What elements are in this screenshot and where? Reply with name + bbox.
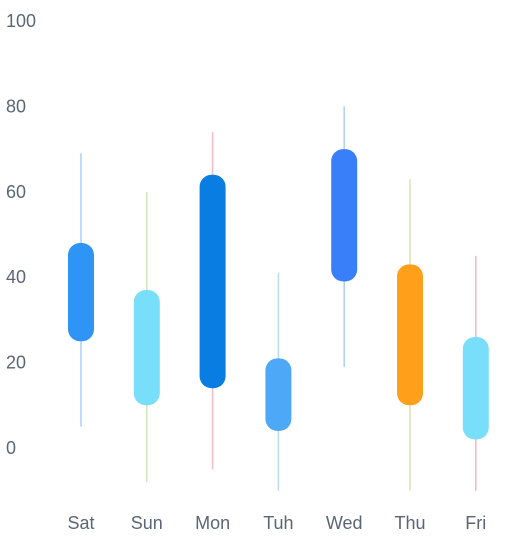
- x-tick-label: Thu: [394, 513, 425, 533]
- x-tick-label: Wed: [326, 513, 363, 533]
- candle-body: [462, 336, 489, 440]
- candle-body: [199, 174, 226, 389]
- x-tick-label: Sat: [67, 513, 94, 533]
- y-axis-labels: 0 20 40 60 80 100: [6, 11, 36, 458]
- y-tick-label: 60: [6, 182, 26, 202]
- x-axis-labels: Sat Sun Mon Tuh Wed Thu Fri: [67, 513, 486, 533]
- x-tick-label: Fri: [465, 513, 486, 533]
- candle-body: [265, 358, 292, 431]
- y-tick-label: 100: [6, 11, 36, 31]
- y-tick-label: 80: [6, 96, 26, 116]
- x-tick-label: Sun: [131, 513, 163, 533]
- candle-body: [397, 264, 423, 406]
- x-tick-label: Tuh: [263, 513, 293, 533]
- y-tick-label: 20: [6, 353, 26, 373]
- y-tick-label: 40: [6, 267, 26, 287]
- x-tick-label: Mon: [195, 513, 230, 533]
- candle-body: [68, 243, 94, 342]
- candle-body: [331, 149, 358, 282]
- candle-body: [133, 290, 160, 406]
- y-tick-label: 0: [6, 438, 16, 458]
- candle-bodies: [68, 149, 489, 440]
